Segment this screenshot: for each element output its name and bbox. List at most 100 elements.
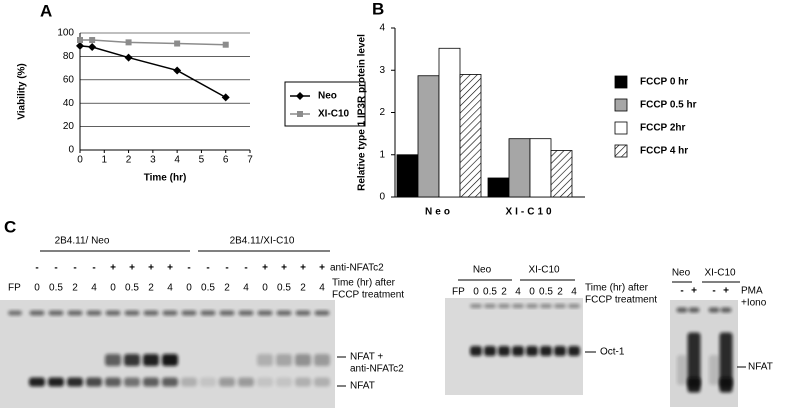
- treatment-sign: -: [54, 263, 57, 274]
- gel-band: [295, 354, 311, 366]
- gel-band: [720, 307, 732, 313]
- time-label: 0.5: [483, 287, 497, 298]
- time-label: 0.5: [277, 283, 291, 294]
- y-axis-label: Viability (%): [17, 63, 28, 120]
- band-label: NFAT +: [350, 352, 383, 363]
- time-axis-label: Time (hr) after: [585, 283, 649, 294]
- gel-band: [124, 354, 140, 366]
- gel-band: [181, 377, 197, 387]
- x-tick-label: 3: [150, 155, 156, 166]
- x-tick-label: 4: [174, 155, 180, 166]
- time-label: 0: [186, 283, 192, 294]
- x-axis-label: Time (hr): [144, 173, 187, 184]
- legend-swatch: [614, 98, 628, 112]
- data-point: [124, 53, 133, 62]
- time-label: 2: [72, 283, 78, 294]
- gel-band: [86, 377, 102, 387]
- gel-band: [688, 307, 700, 313]
- gel-band: [276, 310, 292, 316]
- y-tick-label: 20: [63, 121, 75, 132]
- time-label: 2: [557, 287, 563, 298]
- data-point: [88, 43, 97, 52]
- time-label: 2: [148, 283, 154, 294]
- gel-band: [162, 377, 178, 387]
- treatment-sign: +: [319, 263, 325, 274]
- treatment-sign: +: [167, 263, 173, 274]
- data-point: [76, 41, 84, 50]
- data-point: [174, 40, 181, 47]
- gel-band: [29, 310, 45, 316]
- gel-band: [687, 377, 701, 393]
- legend-label: XI-C10: [318, 109, 350, 120]
- gel-band: [105, 310, 121, 316]
- gel-band: [526, 346, 538, 356]
- gel-band: [540, 304, 552, 308]
- gel-band: [48, 310, 64, 316]
- gel-images: [0, 298, 738, 408]
- gel-band: [238, 377, 254, 387]
- gel-band: [29, 377, 45, 387]
- time-axis-label: FCCP treatment: [332, 290, 404, 301]
- data-point: [125, 39, 132, 46]
- gel-band: [162, 310, 178, 316]
- gel-band: [219, 310, 235, 316]
- gel-band: [314, 354, 330, 366]
- gel-band: [498, 304, 510, 308]
- group-label: XI-C10: [528, 265, 560, 276]
- treatment-sign: +: [110, 263, 116, 274]
- y-tick-label: 60: [63, 74, 75, 85]
- legend-label: FCCP 0 hr: [640, 77, 688, 88]
- group-label: Neo: [672, 268, 691, 279]
- y-tick-label: 4: [379, 23, 385, 34]
- legend-swatch: [614, 121, 628, 135]
- treatment-sign: -: [35, 263, 38, 274]
- gel-band: [124, 310, 140, 316]
- y-tick-label: 2: [379, 107, 385, 118]
- bar: [396, 154, 419, 198]
- probe-lane-label: FP: [452, 287, 465, 298]
- x-tick-label: 2: [126, 155, 132, 166]
- gel-band: [484, 304, 496, 308]
- gel-band: [181, 310, 197, 316]
- time-label: 0.5: [125, 283, 139, 294]
- gel-band: [200, 310, 216, 316]
- gel-band: [238, 310, 254, 316]
- gel-band: [498, 346, 510, 356]
- probe-lane-label: FP: [8, 283, 21, 294]
- time-axis-label: Time (hr) after: [332, 278, 396, 289]
- gel-band: [143, 377, 159, 387]
- data-line: [79, 45, 227, 99]
- group-label: Neo: [473, 265, 492, 276]
- gel-band: [124, 377, 140, 387]
- bar: [438, 47, 461, 198]
- time-label: 2: [501, 287, 507, 298]
- y-tick-label: 0: [68, 145, 74, 156]
- time-label: 4: [167, 283, 173, 294]
- gel-band: [200, 377, 216, 387]
- time-label: 0.5: [201, 283, 215, 294]
- x-tick-label: Neo: [425, 207, 453, 218]
- gel-band: [67, 310, 83, 316]
- gel-band: [512, 346, 524, 356]
- data-point: [77, 37, 83, 44]
- bar: [459, 74, 482, 198]
- treatment-sign: -: [73, 263, 76, 274]
- x-tick-label: 6: [223, 155, 229, 166]
- treatment-sign: -: [680, 286, 683, 297]
- gel-band: [162, 354, 178, 366]
- y-axis-label: Relative type 1 IP3R protein level: [357, 34, 368, 191]
- panel-label: A: [40, 1, 52, 20]
- legend-label: FCCP 2hr: [640, 123, 685, 134]
- gel-band: [314, 377, 330, 387]
- gel-band: [143, 310, 159, 316]
- bar: [550, 150, 573, 198]
- data-point: [89, 37, 96, 44]
- treatment-sign: -: [244, 263, 247, 274]
- gel-band: [143, 354, 159, 366]
- data-point: [222, 41, 229, 48]
- y-tick-label: 1: [379, 149, 385, 160]
- y-tick-label: 3: [379, 65, 385, 76]
- group-label: 2B4.11/XI-C10: [230, 236, 295, 247]
- treatment-sign: -: [225, 263, 228, 274]
- legend-marker: [297, 111, 303, 117]
